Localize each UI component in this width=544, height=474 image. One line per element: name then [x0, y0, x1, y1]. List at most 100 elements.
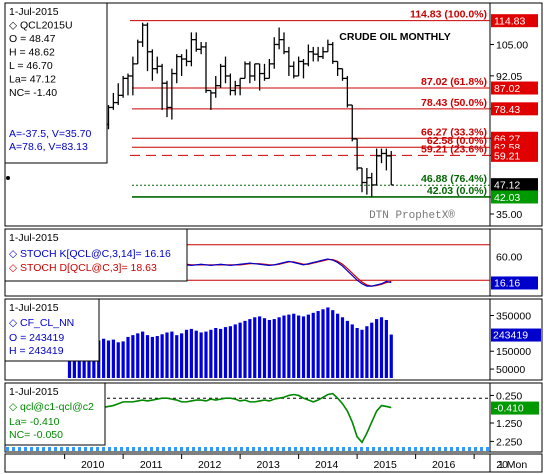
oi-tag-bg — [491, 328, 541, 342]
oi-bar — [199, 332, 203, 378]
info-line: ◇ QCL2015U — [9, 20, 73, 32]
spread-band — [462, 447, 465, 451]
oi-bar — [170, 331, 174, 378]
fib-label: 59.21 (23.6%) — [421, 143, 487, 155]
info-line: O = 48.47 — [9, 33, 56, 45]
spread-band — [198, 447, 201, 451]
spread-band — [222, 447, 225, 451]
info-line: 1-Jul-2015 — [9, 302, 59, 314]
oi-bar — [238, 322, 242, 378]
spread-band — [150, 447, 153, 451]
oi-bar — [287, 314, 291, 378]
spread-band — [126, 447, 129, 451]
spread-band — [216, 447, 219, 451]
info-box-spread — [4, 382, 106, 446]
spread-band — [114, 447, 117, 451]
oi-bar — [141, 331, 145, 378]
info-line-blue: A=78.6, V=83.13 — [9, 141, 88, 153]
oi-bar — [365, 326, 369, 378]
stoch-tag: 16.16 — [494, 277, 520, 289]
spread-band — [294, 447, 297, 451]
watermark: DTN ProphetX® — [369, 210, 455, 222]
oi-bar — [355, 328, 359, 378]
spread-band — [132, 447, 135, 451]
fib-label: 62.58 (0.0%) — [427, 135, 487, 147]
spread-band — [480, 447, 483, 451]
spread-band — [36, 447, 39, 451]
price-tag-bg — [491, 81, 538, 95]
axis-label: 350000 — [496, 311, 531, 323]
oi-bar — [126, 336, 130, 378]
oi-bar — [136, 333, 140, 378]
oi-bar — [72, 346, 76, 378]
spread-band — [54, 447, 57, 451]
spread-band — [24, 447, 27, 451]
spread-band — [234, 447, 237, 451]
x-axis-label: 2014 — [315, 459, 339, 471]
info-line: 1-Jul-2015 — [9, 232, 59, 244]
spread-band — [336, 447, 339, 451]
x-axis-label: 2015 — [373, 459, 397, 471]
x-axis-label: 2016 — [432, 459, 456, 471]
spread-band — [306, 447, 309, 451]
spread-band — [390, 447, 393, 451]
oi-bar — [384, 319, 388, 378]
spread-band — [90, 447, 93, 451]
spread-band — [252, 447, 255, 451]
oi-bar — [228, 326, 232, 378]
spread-band — [258, 447, 261, 451]
spread-band — [456, 447, 459, 451]
price-tag-bg — [491, 148, 538, 162]
spread-band — [300, 447, 303, 451]
spread-band — [402, 447, 405, 451]
info-line: NC= -1.40 — [9, 87, 57, 99]
oi-bar — [233, 324, 237, 378]
spread-band — [330, 447, 333, 451]
oi-bar — [345, 320, 349, 378]
x-axis-label: 20 — [496, 459, 508, 471]
price-tag: 78.43 — [494, 104, 520, 116]
oi-bar — [326, 307, 330, 378]
info-line: 1-Jul-2015 — [9, 6, 59, 18]
spread-band — [378, 447, 381, 451]
spread-band — [162, 447, 165, 451]
spread-band — [408, 447, 411, 451]
spread-band — [366, 447, 369, 451]
spread-band — [18, 447, 21, 451]
spread-band — [102, 447, 105, 451]
axis-label: 150000 — [496, 346, 531, 358]
oi-bar — [175, 335, 179, 378]
stoch-legend: ◇ STOCH K[QCL@C,3,14]= 16.16 — [9, 248, 171, 260]
oi-bar — [111, 339, 115, 378]
spread-band — [468, 447, 471, 451]
period-frame — [489, 453, 543, 473]
info-line: La= 47.12 — [9, 74, 56, 86]
oi-bar — [253, 317, 257, 378]
spread-band — [342, 447, 345, 451]
spread-band — [414, 447, 417, 451]
spread-band — [384, 447, 387, 451]
spread-band — [66, 447, 69, 451]
spread-value: NC= -0.050 — [9, 429, 63, 441]
fib-label: 87.02 (61.8%) — [421, 76, 487, 88]
oi-bar — [375, 319, 379, 378]
oi-bar — [262, 318, 267, 378]
oi-bar — [180, 333, 184, 378]
spread-band — [84, 447, 87, 451]
spread-band — [156, 447, 159, 451]
oi-value: H = 243419 — [9, 345, 64, 357]
spread-band — [270, 447, 273, 451]
oi-value: O = 243419 — [9, 332, 64, 344]
spread-band — [174, 447, 177, 451]
price-tag-bg — [491, 190, 538, 204]
oi-bar — [145, 335, 150, 378]
spread-band — [180, 447, 183, 451]
stoch-tag-bg — [491, 276, 538, 290]
spread-band — [186, 447, 189, 451]
oi-bar — [150, 336, 154, 378]
oi-bar — [243, 320, 247, 378]
period-label: 1 Mon — [498, 459, 527, 471]
fib-label: 78.43 (50.0%) — [421, 97, 487, 109]
axis-label: 0.250 — [496, 390, 522, 402]
